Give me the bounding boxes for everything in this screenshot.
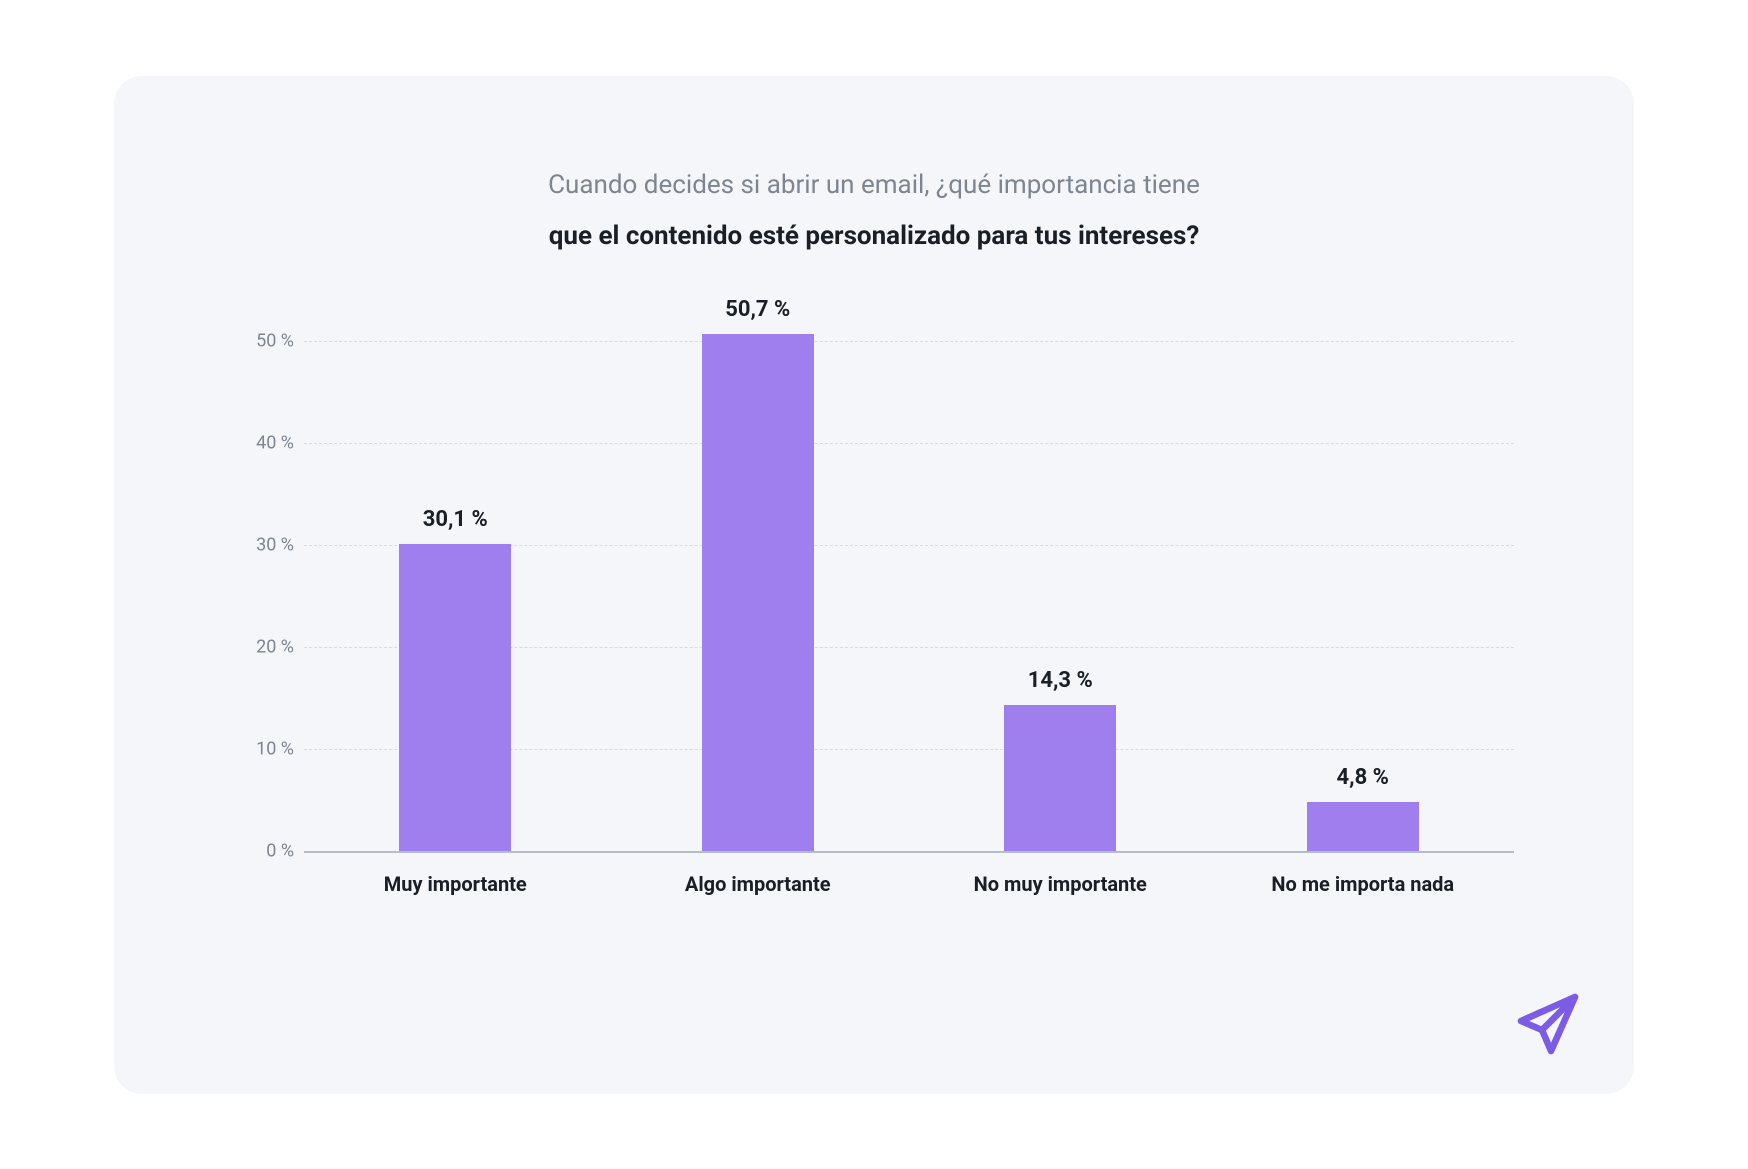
y-tick-label: 10 % (234, 738, 294, 759)
chart-area: 0 %10 %20 %30 %40 %50 % 30,1 %50,7 %14,3… (304, 291, 1514, 891)
bar (702, 334, 814, 850)
bar-column: 30,1 % (304, 507, 607, 850)
bar-column: 14,3 % (909, 668, 1212, 851)
title-block: Cuando decides si abrir un email, ¿qué i… (214, 166, 1534, 251)
bar-value-label: 14,3 % (1028, 668, 1093, 693)
chart-subtitle: Cuando decides si abrir un email, ¿qué i… (214, 166, 1534, 205)
paper-plane-icon (1512, 988, 1584, 1064)
y-tick-label: 50 % (234, 331, 294, 352)
bar (1004, 705, 1116, 851)
bars-container: 30,1 % 50,7 % 14,3 % 4,8 % (304, 291, 1514, 851)
chart-title: que el contenido esté personalizado para… (214, 221, 1534, 251)
x-axis-labels: Muy importanteAlgo importanteNo muy impo… (304, 871, 1514, 898)
bar-value-label: 30,1 % (423, 507, 488, 532)
x-axis-label: Algo importante (607, 871, 910, 898)
y-tick-label: 40 % (234, 433, 294, 454)
bar (399, 544, 511, 850)
x-axis-label: Muy importante (304, 871, 607, 898)
y-tick-label: 20 % (234, 636, 294, 657)
x-axis-label: No muy importante (909, 871, 1212, 898)
bar-column: 4,8 % (1212, 765, 1515, 851)
bar (1307, 802, 1419, 851)
y-tick-label: 0 % (234, 840, 294, 861)
x-axis-label: No me importa nada (1212, 871, 1515, 898)
bar-value-label: 50,7 % (725, 297, 790, 322)
y-tick-label: 30 % (234, 535, 294, 556)
x-axis-baseline (304, 851, 1514, 853)
bar-value-label: 4,8 % (1337, 765, 1389, 790)
chart-card: Cuando decides si abrir un email, ¿qué i… (114, 76, 1634, 1094)
bar-column: 50,7 % (607, 297, 910, 850)
